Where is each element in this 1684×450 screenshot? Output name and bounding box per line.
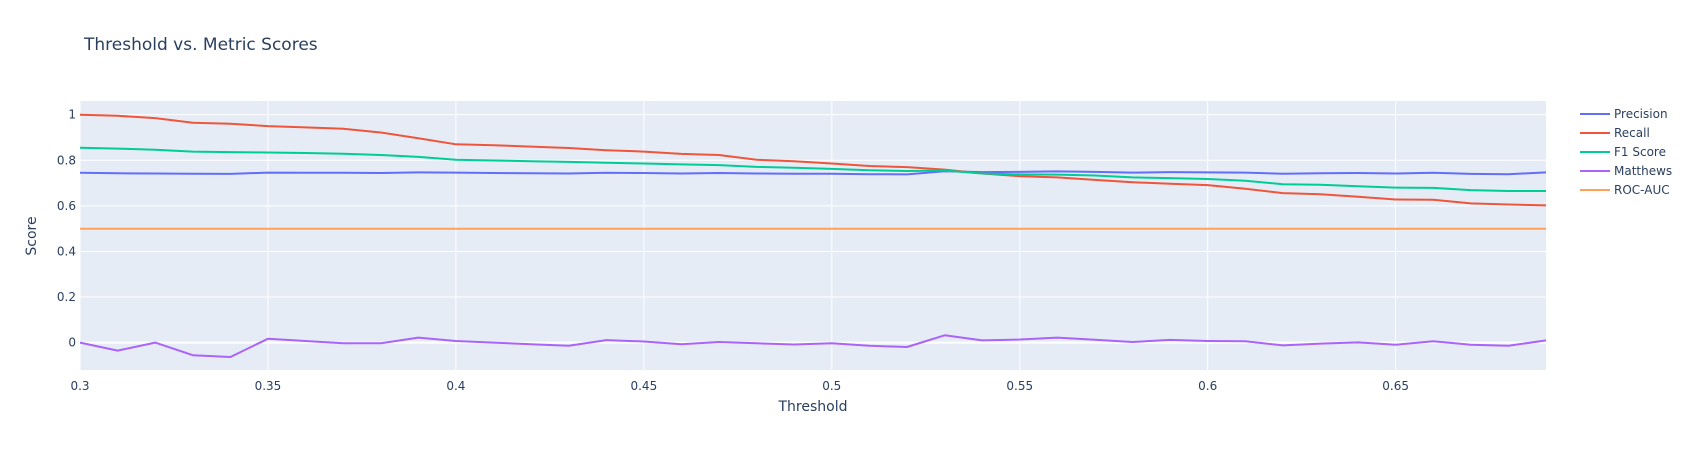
y-tick-label: 0.6 [57, 199, 76, 213]
x-tick-label: 0.5 [822, 379, 841, 393]
plot-area [80, 101, 1546, 370]
x-tick-label: 0.45 [630, 379, 657, 393]
legend-label: Precision [1614, 107, 1668, 121]
y-axis-label: Score [24, 216, 40, 255]
legend-item-roc-auc[interactable]: ROC-AUC [1580, 183, 1670, 197]
y-tick-label: 0.4 [57, 244, 76, 258]
legend-label: ROC-AUC [1614, 183, 1670, 197]
grid [79, 101, 1546, 370]
legend-label: Recall [1614, 126, 1650, 140]
x-axis-label: Threshold [778, 399, 848, 415]
legend-item-recall[interactable]: Recall [1580, 126, 1650, 140]
legend-item-matthews[interactable]: Matthews [1580, 164, 1672, 178]
y-tick-label: 0.2 [57, 290, 76, 304]
x-tick-label: 0.3 [70, 379, 89, 393]
x-axis-ticks: 0.3 0.35 0.4 0.45 0.5 0.55 0.6 0.65 [70, 379, 1409, 393]
x-tick-label: 0.65 [1382, 379, 1409, 393]
x-tick-label: 0.6 [1198, 379, 1217, 393]
y-tick-label: 1 [68, 108, 76, 122]
chart-title: Threshold vs. Metric Scores [83, 35, 318, 55]
legend-label: Matthews [1614, 164, 1672, 178]
legend-label: F1 Score [1614, 145, 1666, 159]
x-tick-label: 0.4 [446, 379, 465, 393]
legend[interactable]: Precision Recall F1 Score Matthews ROC-AUC [1580, 107, 1672, 197]
series-line-matthews [79, 334, 1547, 358]
y-axis-ticks: 0 0.2 0.4 0.6 0.8 1 [57, 108, 76, 350]
legend-item-f1-score[interactable]: F1 Score [1580, 145, 1666, 159]
series-line-f1-score [79, 146, 1546, 192]
y-tick-label: 0 [68, 336, 76, 350]
y-tick-label: 0.8 [57, 153, 76, 167]
series-line-precision [79, 170, 1547, 176]
x-tick-label: 0.35 [255, 379, 282, 393]
x-tick-label: 0.55 [1006, 379, 1033, 393]
legend-item-precision[interactable]: Precision [1580, 107, 1668, 121]
series-line-recall [79, 113, 1547, 207]
series-lines [79, 113, 1547, 358]
